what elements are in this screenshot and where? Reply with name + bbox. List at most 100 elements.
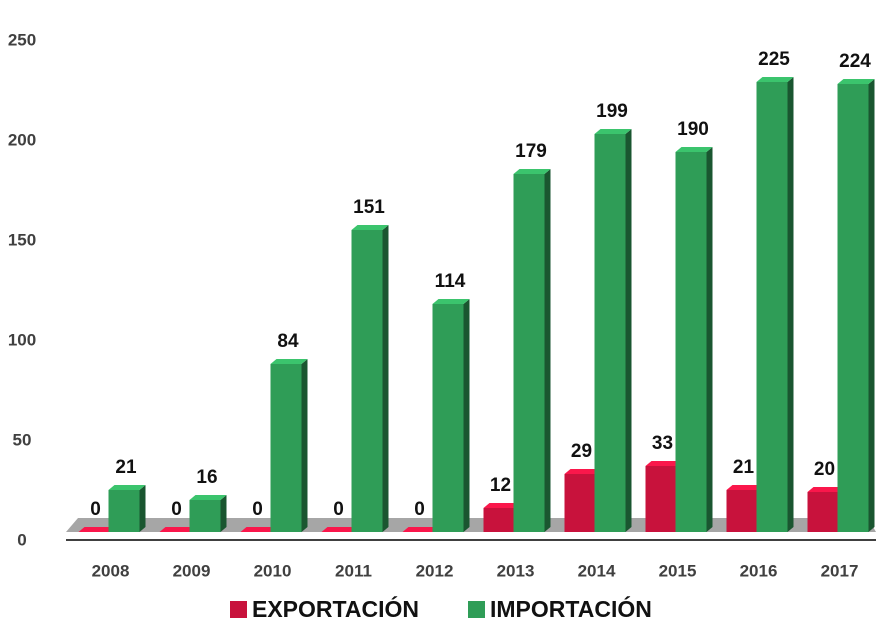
bar-front bbox=[756, 82, 788, 532]
bar-top bbox=[594, 129, 632, 134]
x-tick-label: 2010 bbox=[254, 561, 292, 580]
bar-side bbox=[139, 485, 146, 532]
bar-top bbox=[675, 147, 713, 152]
bar-front bbox=[108, 490, 140, 532]
bar-side bbox=[544, 169, 551, 532]
bar-side bbox=[382, 225, 389, 532]
bar-top bbox=[726, 485, 763, 490]
value-label: 179 bbox=[515, 141, 547, 162]
y-tick-label: 250 bbox=[8, 30, 36, 49]
bar bbox=[837, 79, 875, 532]
bar-top bbox=[564, 469, 601, 474]
bar-front bbox=[564, 474, 595, 532]
value-label: 225 bbox=[758, 49, 790, 70]
x-tick-label: 2017 bbox=[821, 561, 859, 580]
value-label: 224 bbox=[839, 51, 871, 72]
bar-top bbox=[240, 527, 277, 532]
bar-top bbox=[108, 485, 146, 490]
bar-front bbox=[807, 492, 838, 532]
bar bbox=[675, 147, 713, 532]
value-label: 12 bbox=[490, 475, 511, 496]
bar-front bbox=[432, 304, 464, 532]
x-tick-label: 2016 bbox=[740, 561, 778, 580]
value-label: 21 bbox=[115, 457, 137, 478]
bar-top bbox=[756, 77, 794, 82]
bar-top bbox=[321, 527, 358, 532]
bar-top bbox=[645, 461, 682, 466]
value-label: 20 bbox=[814, 459, 835, 480]
bar-side bbox=[220, 495, 227, 532]
bar bbox=[594, 129, 632, 532]
value-label: 33 bbox=[652, 433, 673, 454]
y-tick-label: 100 bbox=[8, 330, 36, 349]
bar-front bbox=[351, 230, 383, 532]
bar-top bbox=[189, 495, 227, 500]
bar-side bbox=[463, 299, 470, 532]
bar bbox=[189, 495, 227, 532]
legend-swatch bbox=[230, 601, 247, 618]
bar bbox=[159, 527, 196, 532]
bar-top bbox=[159, 527, 196, 532]
bar-top bbox=[402, 527, 439, 532]
legend-label: EXPORTACIÓN bbox=[252, 595, 419, 622]
bar bbox=[756, 77, 794, 532]
bar-front bbox=[837, 84, 869, 532]
value-label: 114 bbox=[435, 271, 466, 292]
value-label: 0 bbox=[90, 499, 101, 520]
bar-front bbox=[513, 174, 545, 532]
bar-side bbox=[706, 147, 713, 532]
bar-top bbox=[513, 169, 551, 174]
bar-top bbox=[807, 487, 844, 492]
bar-top bbox=[270, 359, 308, 364]
value-label: 0 bbox=[414, 499, 425, 520]
value-label: 0 bbox=[171, 499, 182, 520]
bar-front bbox=[483, 508, 514, 532]
bar bbox=[321, 527, 358, 532]
value-label: 0 bbox=[252, 499, 263, 520]
legend-swatch bbox=[468, 601, 485, 618]
x-tick-label: 2008 bbox=[92, 561, 130, 580]
bar-top bbox=[78, 527, 115, 532]
x-tick-label: 2011 bbox=[335, 561, 372, 580]
y-tick-label: 150 bbox=[8, 230, 36, 249]
value-label: 21 bbox=[733, 457, 755, 478]
bar bbox=[240, 527, 277, 532]
bar-front bbox=[189, 500, 221, 532]
bar bbox=[78, 527, 115, 532]
bar-top bbox=[837, 79, 875, 84]
x-tick-label: 2014 bbox=[578, 561, 616, 580]
bar-top bbox=[432, 299, 470, 304]
bar-top bbox=[483, 503, 520, 508]
bar-top bbox=[351, 225, 389, 230]
value-label: 84 bbox=[277, 331, 299, 352]
bar-side bbox=[787, 77, 794, 532]
bar-front bbox=[726, 490, 757, 532]
value-label: 151 bbox=[353, 197, 385, 218]
bar bbox=[270, 359, 308, 532]
x-tick-label: 2012 bbox=[416, 561, 454, 580]
bar bbox=[351, 225, 389, 532]
y-tick-label: 0 bbox=[17, 530, 26, 549]
bar-front bbox=[270, 364, 302, 532]
value-label: 0 bbox=[333, 499, 344, 520]
y-tick-label: 50 bbox=[13, 430, 32, 449]
bar bbox=[402, 527, 439, 532]
x-tick-label: 2015 bbox=[659, 561, 697, 580]
value-label: 16 bbox=[196, 467, 217, 488]
bar-front bbox=[675, 152, 707, 532]
x-tick-label: 2009 bbox=[173, 561, 211, 580]
legend-label: IMPORTACIÓN bbox=[490, 595, 652, 622]
y-tick-label: 200 bbox=[8, 130, 36, 149]
bar bbox=[432, 299, 470, 532]
bar-side bbox=[625, 129, 632, 532]
bar-front bbox=[645, 466, 676, 532]
bar-side bbox=[301, 359, 308, 532]
bar bbox=[108, 485, 146, 532]
bar-front bbox=[594, 134, 626, 532]
x-tick-label: 2013 bbox=[497, 561, 535, 580]
value-label: 199 bbox=[596, 101, 628, 122]
bar bbox=[513, 169, 551, 532]
bar-side bbox=[868, 79, 875, 532]
value-label: 29 bbox=[571, 441, 592, 462]
